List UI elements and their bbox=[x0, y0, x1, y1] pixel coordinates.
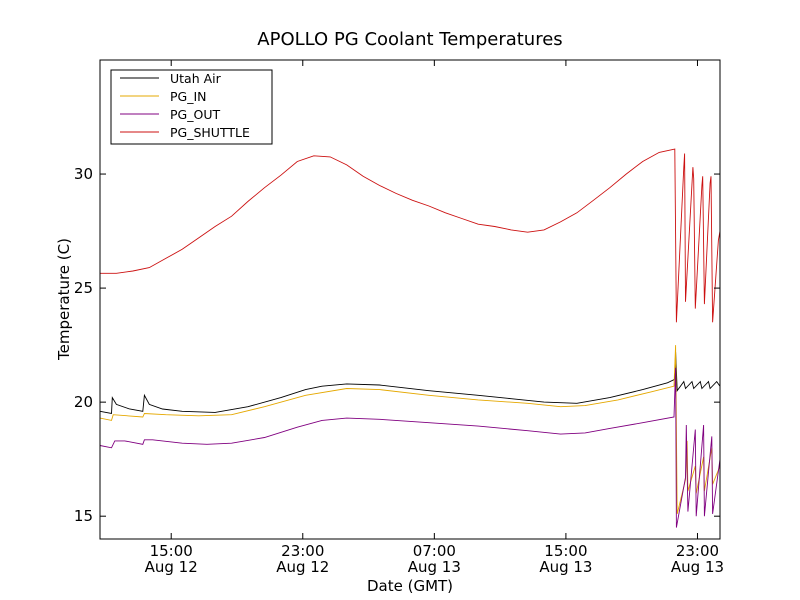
series-line-utah-air bbox=[99, 351, 721, 415]
x-axis-label: Date (GMT) bbox=[367, 577, 453, 595]
legend-label-pg-shuttle: PG_SHUTTLE bbox=[170, 125, 250, 140]
x-tick-label-date: Aug 13 bbox=[671, 558, 724, 576]
legend-label-pg-in: PG_IN bbox=[170, 89, 207, 104]
y-tick-label: 30 bbox=[74, 165, 93, 183]
x-tick-label-time: 15:00 bbox=[150, 542, 193, 560]
plot-frame bbox=[99, 59, 721, 540]
y-tick-label: 25 bbox=[74, 279, 93, 297]
series-layer bbox=[99, 148, 721, 528]
series-line-pg-shuttle bbox=[100, 148, 721, 323]
x-tick-label-time: 07:00 bbox=[413, 542, 456, 560]
series-line-pg-out bbox=[99, 367, 721, 528]
x-tick-label-date: Aug 12 bbox=[276, 558, 329, 576]
x-tick-label-time: 23:00 bbox=[676, 542, 719, 560]
y-tick-label: 20 bbox=[74, 393, 93, 411]
x-tick-label-date: Aug 12 bbox=[145, 558, 198, 576]
x-tick-label-date: Aug 13 bbox=[408, 558, 461, 576]
y-axis-label: Temperature (C) bbox=[55, 238, 73, 361]
x-tick-label-time: 15:00 bbox=[544, 542, 587, 560]
y-tick-label: 15 bbox=[74, 507, 93, 525]
legend-label-utah-air: Utah Air bbox=[170, 71, 222, 86]
x-tick-label-time: 23:00 bbox=[281, 542, 324, 560]
chart-title: APOLLO PG Coolant Temperatures bbox=[257, 29, 562, 50]
legend-label-pg-out: PG_OUT bbox=[170, 107, 220, 122]
legend: Utah Air PG_IN PG_OUT PG_SHUTTLE bbox=[110, 69, 273, 145]
x-tick-label-date: Aug 13 bbox=[539, 558, 592, 576]
